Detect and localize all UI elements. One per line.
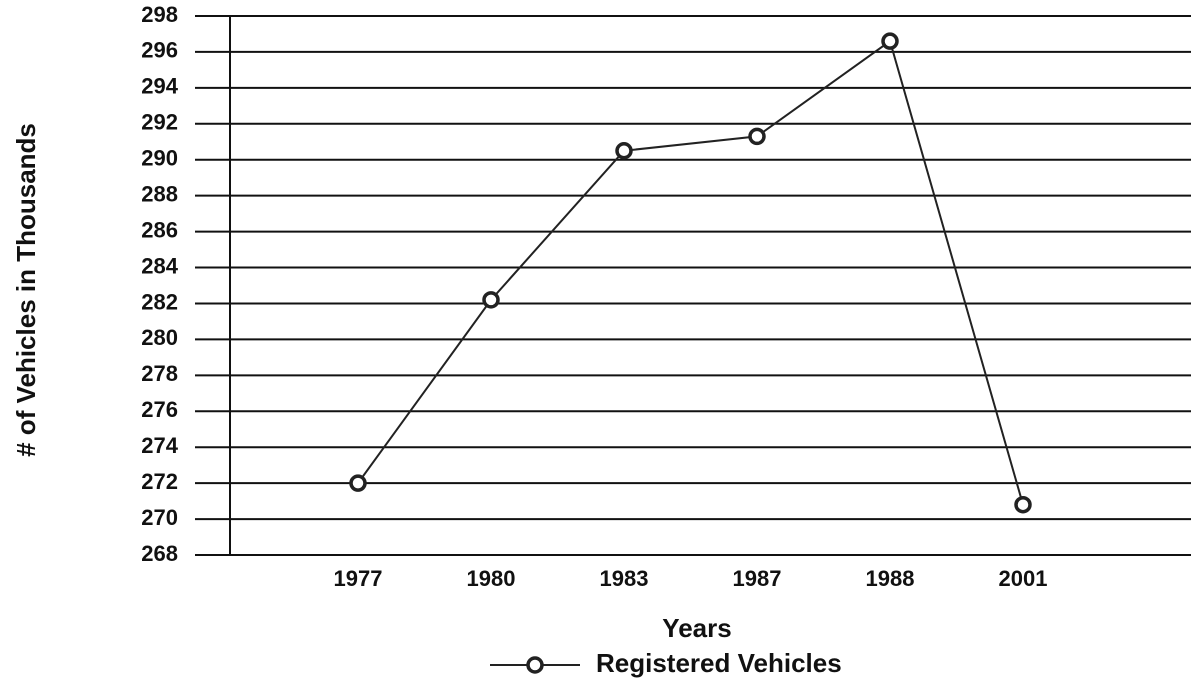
- x-axis-label: Years: [662, 613, 731, 643]
- y-tick-label: 270: [141, 505, 178, 530]
- x-tick-label: 1987: [733, 566, 782, 591]
- y-tick-label: 278: [141, 361, 178, 386]
- x-tick-label: 1983: [600, 566, 649, 591]
- y-tick-label: 274: [141, 433, 178, 458]
- x-tick-label: 1980: [467, 566, 516, 591]
- y-tick-label: 294: [141, 74, 178, 99]
- y-tick-label: 276: [141, 397, 178, 422]
- y-tick-label: 268: [141, 541, 178, 566]
- y-tick-label: 282: [141, 289, 178, 314]
- y-tick-label: 292: [141, 110, 178, 135]
- x-tick-label: 1977: [334, 566, 383, 591]
- y-tick-label: 290: [141, 146, 178, 171]
- y-tick-label: 298: [141, 2, 178, 27]
- y-tick-label: 286: [141, 217, 178, 242]
- data-point: [615, 142, 633, 160]
- y-axis-label: # of Vehicles in Thousands: [11, 123, 41, 457]
- series-line: [357, 39, 1024, 505]
- y-tick-label: 288: [141, 181, 178, 206]
- y-tick-label: 280: [141, 325, 178, 350]
- data-point: [881, 32, 899, 50]
- data-point: [349, 474, 367, 492]
- data-point: [748, 127, 766, 146]
- x-tick-label: 1988: [866, 566, 915, 591]
- legend-label: Registered Vehicles: [596, 648, 842, 678]
- data-point: [1014, 495, 1032, 514]
- y-tick-label: 272: [141, 469, 178, 494]
- x-tick-label: 2001: [999, 566, 1048, 591]
- y-tick-label: 284: [141, 253, 178, 278]
- legend-marker: [526, 656, 544, 674]
- data-point: [482, 291, 500, 309]
- y-tick-label: 296: [141, 38, 178, 63]
